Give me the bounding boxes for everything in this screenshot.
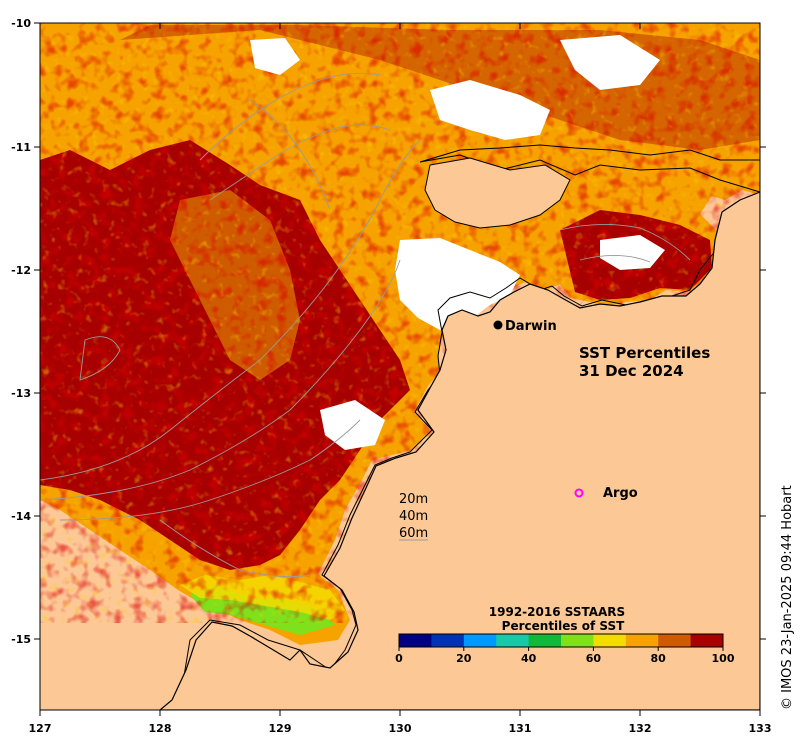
legend-swatch: [496, 634, 530, 647]
lon-tick-label: 131: [509, 722, 532, 735]
land-island-north: [424, 157, 571, 229]
legend-tick-label: 0: [395, 652, 403, 665]
legend-ticks: 0 20 40 60 80 100: [395, 647, 735, 665]
legend-tick-label: 100: [712, 652, 735, 665]
map-title-date: 31 Dec 2024: [579, 362, 684, 380]
lat-tick-label: -13: [11, 387, 31, 400]
lat-tick-label: -15: [11, 633, 31, 646]
bathymetry-contours: [40, 72, 691, 578]
lat-tick: -13: [11, 387, 766, 400]
depth-20m: 20m: [399, 492, 428, 507]
lat-tick: -14: [11, 510, 766, 523]
lat-tick-label: -14: [11, 510, 31, 523]
legend-tick-label: 60: [586, 652, 602, 665]
latitude-axis: -10 -11 -12 -13 -14 -15: [11, 17, 766, 646]
lon-tick: 128: [149, 23, 172, 735]
lon-tick: 129: [269, 23, 292, 735]
legend-swatch: [431, 634, 465, 647]
legend-tick-label: 40: [521, 652, 537, 665]
legend-tick-label: 80: [651, 652, 667, 665]
land-mainland: [159, 191, 760, 710]
legend-subtitle: Percentiles of SST: [502, 619, 625, 633]
longitude-axis: 127 128 129 130 131 132 133: [29, 23, 772, 735]
legend-frame: [398, 633, 724, 648]
lon-tick: 130: [389, 23, 412, 735]
lat-tick-label: -12: [11, 264, 31, 277]
legend-swatch: [625, 634, 659, 647]
depth-60m: 60m: [399, 526, 428, 541]
imos-credit: © IMOS 23-Jan-2025 09:44 Hobart: [780, 485, 795, 710]
lon-tick-label: 127: [29, 722, 52, 735]
legend-swatch: [399, 634, 432, 647]
argo-label: Argo: [603, 486, 638, 501]
lon-tick: 132: [629, 23, 652, 735]
lon-tick-label: 133: [749, 722, 772, 735]
legend-swatch: [561, 634, 594, 647]
sst-colorbar-legend: 1992-2016 SSTAARS Percentiles of SST 0 20…: [395, 605, 735, 665]
darwin-label: Darwin: [505, 319, 557, 334]
darwin-marker: Darwin: [493, 319, 557, 334]
legend-title: 1992-2016 SSTAARS: [489, 605, 625, 619]
argo-float-icon: [574, 488, 584, 498]
lat-tick-label: -11: [11, 141, 31, 154]
depth-key: 20m 40m 60m: [399, 492, 428, 541]
legend-tick-label: 20: [456, 652, 472, 665]
lon-tick: 131: [509, 23, 532, 735]
map-title-line1: SST Percentiles: [579, 344, 710, 362]
lat-tick: -11: [11, 141, 766, 154]
legend-swatch: [658, 634, 692, 647]
lat-tick-label: -10: [11, 17, 31, 30]
lat-tick: -10: [11, 17, 40, 30]
lat-tick: -15: [11, 633, 766, 646]
legend-swatches: [399, 634, 724, 647]
lat-tick: -12: [11, 264, 766, 277]
lon-tick-label: 128: [149, 722, 172, 735]
lon-tick-label: 132: [629, 722, 652, 735]
lon-tick: 127: [29, 710, 52, 735]
lon-tick-label: 130: [389, 722, 412, 735]
legend-swatch: [690, 634, 724, 647]
lon-tick: 133: [749, 710, 772, 735]
argo-marker: Argo: [574, 486, 638, 501]
legend-swatch: [528, 634, 562, 647]
depth-40m: 40m: [399, 509, 428, 524]
no-data-areas: [250, 35, 665, 450]
legend-swatch: [463, 634, 497, 647]
legend-swatch: [593, 634, 627, 647]
lon-tick-label: 129: [269, 722, 292, 735]
city-dot-icon: [493, 320, 503, 330]
